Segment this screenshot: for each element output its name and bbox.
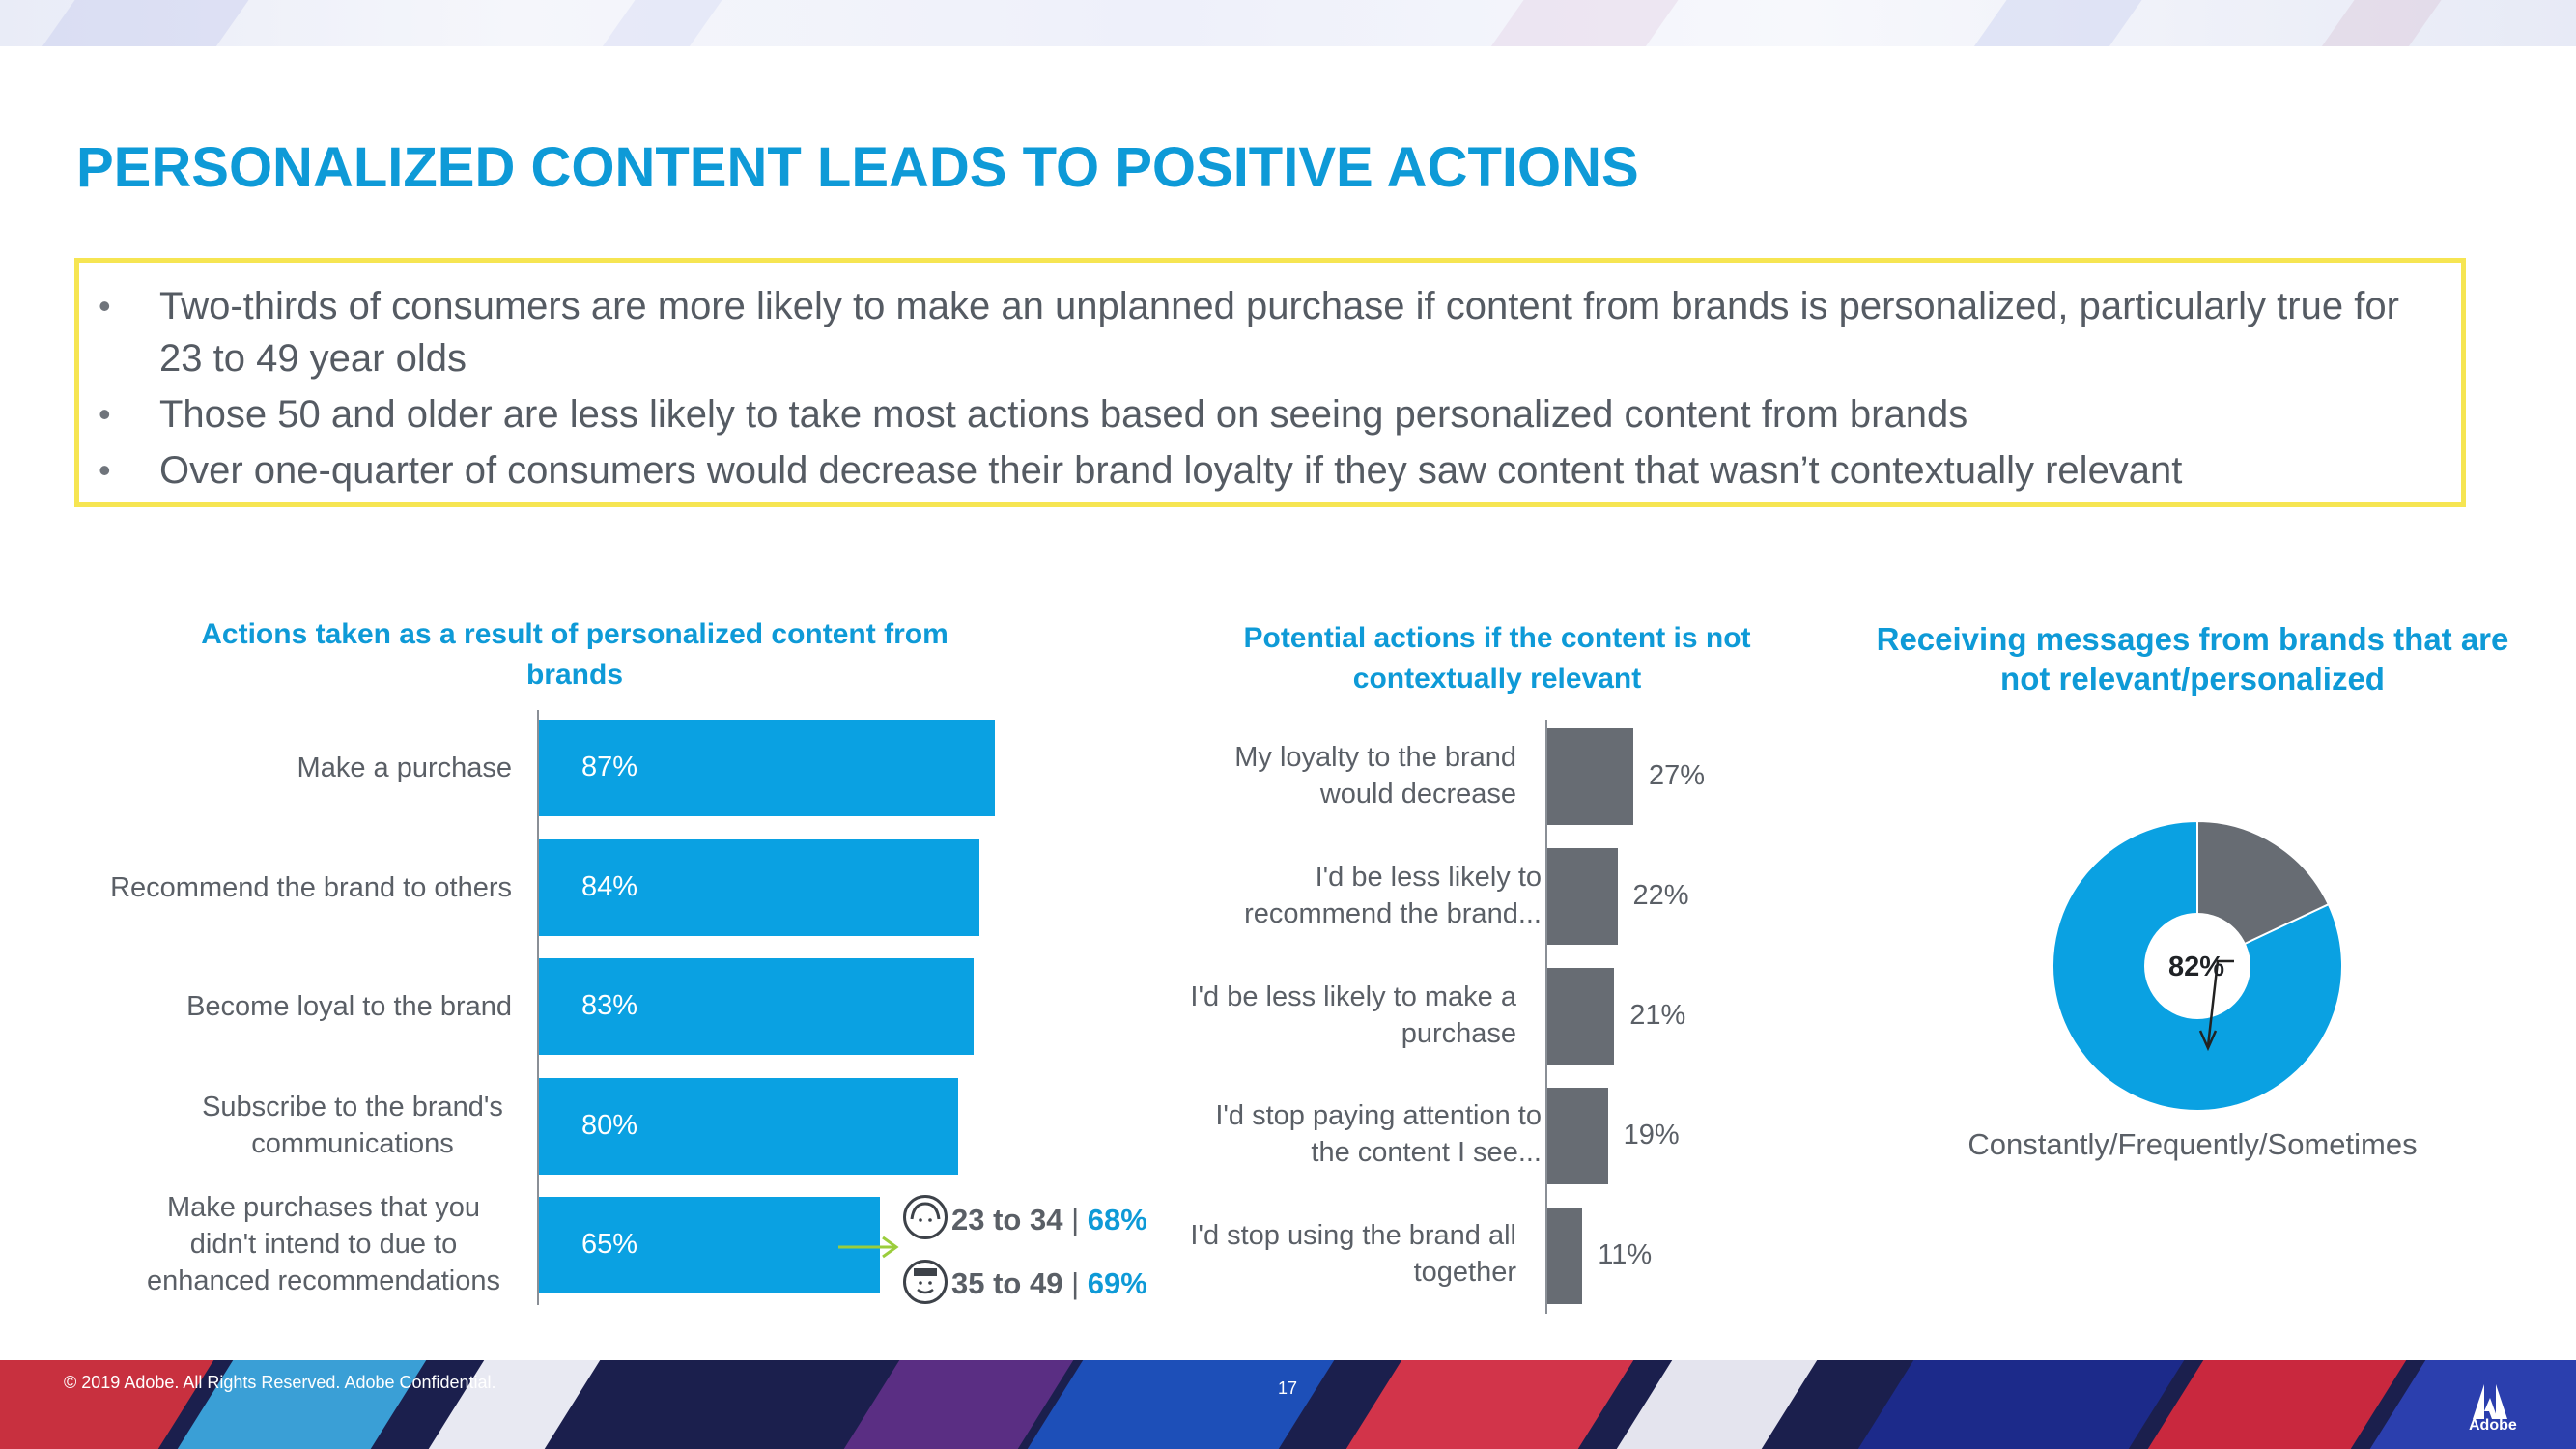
bullet-marker: • [99,286,111,326]
top-decorative-strip [0,0,2576,46]
bullet-text: Over one-quarter of consumers would decr… [159,449,2183,492]
chart2-bar [1547,968,1615,1065]
chart1-value-label: 87% [581,752,638,782]
donut-center-label: 82% [2168,952,2225,982]
donut-pointer-line [2206,959,2234,1047]
chart1-bar [539,1197,880,1293]
chart2-category-label: I'd stop paying attention to the content… [1215,1100,1542,1168]
age-percent: 68% [1087,1203,1147,1236]
chart2-category-label: My loyalty to the brand would decrease [1234,742,1516,810]
chart1-value-label: 83% [581,990,638,1021]
chart1-arrow [838,1236,899,1259]
bullet-marker: • [99,450,111,490]
chart2-title: Potential actions if the content is not … [1243,622,1751,695]
chart3-title: Receiving messages from brands that are … [1876,621,2509,696]
chart2-bar [1547,1088,1608,1184]
donut-pointer-arrowhead [2198,1030,2218,1052]
footer-copyright: © 2019 Adobe. All Rights Reserved. Adobe… [64,1373,496,1392]
chart1-bar [539,720,995,816]
chart2-category-label: I'd stop using the brand all together [1190,1220,1516,1288]
donut-hole [2144,913,2250,1019]
chart1-category-label: Make purchases that you didn't intend to… [147,1192,500,1296]
age-annotation-row: 23 to 34 | 68% [951,1203,1147,1237]
chart2-value-label: 11% [1598,1239,1653,1270]
adobe-wordmark: Adobe [2469,1417,2517,1434]
age-annotation-row: 35 to 49 | 69% [951,1266,1147,1301]
age-range: 35 to 49 [951,1266,1063,1300]
bullet-item: • Two-thirds of consumers are more likely… [79,280,2442,384]
chart1-axis [537,710,539,1305]
chart1-category-label: Become loyal to the brand [186,991,512,1022]
chart2-bar [1547,1208,1583,1304]
chart1-title: Actions taken as a result of personalize… [201,618,948,691]
bullet-text: Two-thirds of consumers are more likely … [159,285,2399,380]
chart1-category-label: Make a purchase [297,753,512,783]
chart2-value-label: 19% [1623,1120,1680,1151]
chart1-bar [539,958,975,1055]
chart1-bar [539,1077,959,1175]
man-face-icon [903,1260,948,1304]
bottom-decorative-strip [0,1360,2576,1449]
age-range: 23 to 34 [951,1203,1063,1236]
adobe-logo-icon [2473,1384,2507,1419]
chart2-value-label: 27% [1649,760,1706,791]
chart2-category-label: I'd be less likely to make a purchase [1190,981,1516,1049]
key-findings-box: • Two-thirds of consumers are more likely… [74,258,2466,507]
bullet-marker: • [99,394,111,434]
chart2-value-label: 22% [1632,880,1689,911]
chart1-bar [539,838,979,936]
donut-caption: Constantly/Frequently/Sometimes [1967,1127,2418,1161]
bullet-item: • Those 50 and older are less likely to t… [79,388,2442,440]
chart2-bar [1547,728,1633,825]
chart1-category-label: Recommend the brand to others [110,872,512,903]
slide-title: PERSONALIZED CONTENT LEADS TO POSITIVE A… [76,136,1639,199]
chart2-bar [1547,848,1618,945]
donut-chart [2052,819,2343,1112]
separator: | [1071,1266,1080,1300]
chart2-axis [1545,720,1547,1314]
separator: | [1071,1203,1080,1236]
chart2-category-label: I'd be less likely to recommend the bran… [1244,862,1542,929]
chart2-value-label: 21% [1629,1000,1686,1031]
page-number: 17 [1278,1378,1298,1398]
bullet-item: • Over one-quarter of consumers would dec… [79,444,2442,497]
chart1-value-label: 65% [581,1229,638,1260]
chart1-category-label: Subscribe to the brand's communications [202,1092,503,1159]
age-percent: 69% [1087,1266,1147,1300]
chart1-value-label: 80% [581,1109,638,1141]
bullet-text: Those 50 and older are less likely to ta… [159,393,1968,436]
woman-face-icon [903,1195,948,1239]
chart1-value-label: 84% [581,870,638,902]
